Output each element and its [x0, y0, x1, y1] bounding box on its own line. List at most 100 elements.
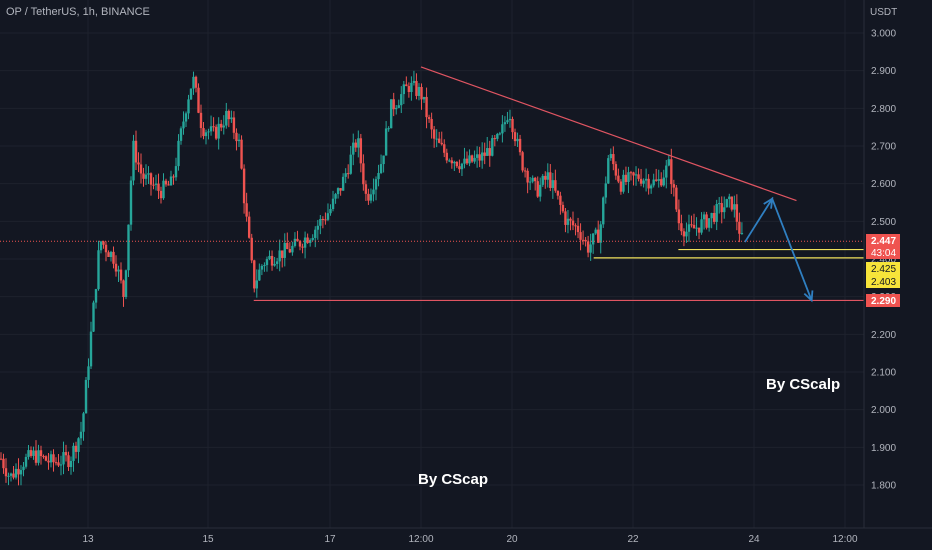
candle	[39, 445, 43, 465]
candle	[52, 449, 55, 472]
candle-body	[369, 194, 373, 201]
candle-body	[652, 179, 655, 186]
candle-body	[220, 123, 223, 128]
candle-body	[632, 172, 635, 176]
candle	[321, 216, 325, 229]
candle	[695, 217, 698, 236]
candle	[107, 250, 110, 258]
candle	[407, 82, 411, 98]
price-labels: 2.447 43:04 2.425 2.403 2.290	[866, 234, 900, 307]
candle-body	[508, 118, 512, 121]
candle-body	[389, 99, 393, 129]
candle	[397, 99, 400, 109]
symbol-title[interactable]: OP / TetherUS, 1h, BINANCE	[6, 6, 150, 18]
candle-body	[99, 241, 103, 251]
candle	[72, 442, 75, 472]
candle	[445, 148, 448, 164]
candle-body	[7, 475, 10, 477]
candle	[422, 96, 426, 103]
candle	[468, 149, 471, 167]
candle	[97, 240, 100, 291]
candle-body	[544, 175, 547, 180]
candle-body	[715, 204, 718, 222]
candle-body	[455, 161, 459, 167]
candle-body	[144, 174, 148, 179]
candle-body	[112, 251, 115, 264]
candle	[541, 174, 544, 187]
candle	[182, 111, 185, 135]
candle-body	[255, 280, 258, 289]
candle-body	[470, 155, 474, 162]
candle	[511, 116, 514, 140]
candle-body	[84, 379, 88, 414]
candle-body	[227, 110, 231, 120]
candle	[478, 146, 481, 168]
candle	[220, 119, 223, 132]
candle-body	[283, 242, 286, 258]
candle	[559, 191, 562, 215]
candle-body	[314, 229, 317, 238]
candle	[247, 211, 251, 239]
candle	[465, 151, 469, 166]
candle-body	[24, 456, 28, 467]
candle	[316, 219, 319, 240]
candle-body	[417, 86, 421, 96]
candle	[242, 164, 246, 214]
candle	[597, 220, 600, 244]
candle-body	[199, 112, 203, 129]
candle-body	[475, 154, 479, 158]
candlestick-series	[0, 70, 744, 486]
candle-body	[187, 99, 190, 114]
projection-arrowhead-up	[763, 196, 774, 209]
price-axis-tick-label: 2.900	[871, 66, 896, 77]
candle	[473, 150, 476, 164]
candle	[152, 177, 155, 190]
candle	[425, 87, 428, 129]
candle	[374, 176, 378, 201]
candle-body	[347, 173, 350, 175]
candle	[382, 155, 385, 173]
candle-body	[77, 438, 80, 452]
candle	[283, 233, 286, 267]
candle	[518, 134, 522, 156]
candle-body	[473, 157, 476, 162]
candle	[326, 203, 330, 222]
candle-body	[569, 218, 572, 221]
price-axis[interactable]: 3.0002.9002.8002.7002.6002.5002.4002.300…	[871, 29, 896, 492]
candle	[506, 111, 509, 125]
candle-body	[468, 155, 471, 164]
candle-body	[438, 138, 441, 143]
candle-body	[62, 452, 65, 465]
candle	[258, 263, 261, 282]
candle-body	[528, 181, 532, 183]
time-axis[interactable]: 13 15 17 12:00 20 22 24 12:00	[82, 534, 858, 545]
candle	[109, 250, 113, 262]
candle-body	[604, 183, 607, 198]
candle	[308, 238, 312, 247]
candle	[591, 233, 595, 254]
candle-body	[117, 269, 120, 272]
candle	[270, 250, 274, 271]
candle-body	[357, 138, 360, 148]
candle-body	[341, 176, 345, 191]
candle	[296, 230, 299, 242]
candle	[705, 211, 708, 230]
candle	[531, 175, 534, 184]
candle-body	[480, 152, 484, 161]
candle-body	[384, 128, 388, 156]
candle	[715, 199, 718, 231]
candle-body	[19, 470, 23, 475]
candle	[723, 196, 726, 219]
candle	[137, 152, 140, 173]
candle-body	[237, 139, 241, 142]
candle-body	[72, 445, 75, 461]
candle	[470, 154, 474, 163]
candle-body	[536, 181, 539, 197]
candle-body	[159, 190, 163, 199]
candle	[89, 321, 93, 369]
candle	[265, 256, 269, 272]
candle-body	[738, 221, 741, 234]
candle-body	[147, 173, 150, 175]
